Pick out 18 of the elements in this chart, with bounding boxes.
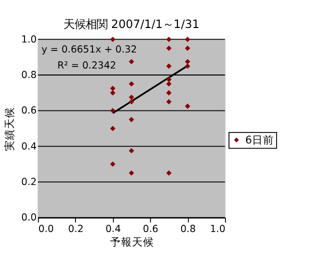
x-tick-label: 1.0 <box>210 224 226 236</box>
chart-title: 天候相関 2007/1/1～1/31 <box>64 16 200 31</box>
y-tick-label: 0.4 <box>21 141 37 152</box>
x-tick-label: 0.8 <box>180 224 196 236</box>
x-tick-label: 0.6 <box>142 224 158 236</box>
x-tick-label: 0.4 <box>105 224 121 236</box>
y-tick-label: 0.2 <box>21 177 37 188</box>
annotation: R² = 0.2342 <box>57 60 116 72</box>
y-tick-label: 1.0 <box>21 34 37 46</box>
x-axis-title: 予報天候 <box>110 236 154 248</box>
y-tick-label: 0.6 <box>21 106 37 117</box>
x-tick-label: 0.0 <box>38 224 54 236</box>
x-tick-label: 0.2 <box>68 224 84 236</box>
y-tick-label: 0.8 <box>21 70 37 82</box>
legend-label: 6日前 <box>245 134 274 147</box>
y-axis-title: 実績天候 <box>3 106 16 151</box>
y-tick-label: 0.0 <box>21 212 37 224</box>
annotation: y = 0.6651x + 0.32 <box>41 44 137 56</box>
